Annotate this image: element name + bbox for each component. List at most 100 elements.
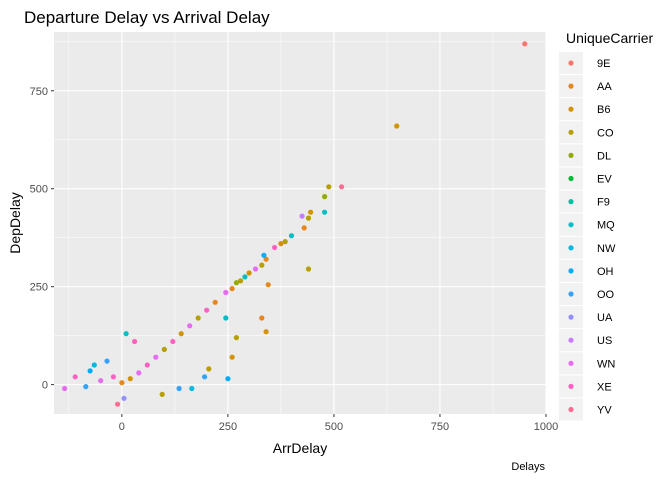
plot-panel [54, 32, 546, 414]
legend-key-us [568, 337, 574, 343]
data-point-mq [242, 274, 248, 280]
data-point-xe [72, 374, 78, 380]
legend-label-f9: F9 [597, 197, 610, 209]
data-point-co [305, 266, 312, 272]
data-point-mq [322, 209, 328, 215]
legend-label-ev: EV [597, 174, 612, 186]
legend-key-oo [568, 291, 574, 297]
data-point-oo [104, 358, 110, 364]
data-point-mq [223, 315, 229, 321]
legend-key-oh [568, 268, 574, 274]
data-point-aa [259, 315, 265, 321]
y-tick-label: 0 [42, 380, 48, 392]
legend-key-co [568, 129, 574, 135]
data-point-co [259, 262, 265, 268]
legend-label-aa: AA [597, 81, 612, 93]
legend-key-b6 [568, 106, 574, 112]
x-axis: 0 250 500 750 1000 [119, 414, 558, 433]
data-point-wn [136, 370, 142, 376]
legend-label-yv: YV [597, 405, 612, 417]
legend-key-f9 [568, 199, 574, 205]
data-point-aa [212, 299, 218, 305]
legend-label-wn: WN [597, 358, 615, 370]
data-point-oh [261, 252, 267, 258]
legend-key-ua [568, 314, 574, 320]
data-point-oh [225, 376, 231, 382]
data-point-b6 [229, 354, 235, 360]
legend: 9E AA B6 CO DL EV F9 MQ NW OH OO UA US WN XE YV [559, 52, 616, 421]
data-point-xe [110, 374, 116, 380]
data-point-mq [288, 233, 295, 239]
data-point-us [299, 213, 305, 219]
legend-label-us: US [597, 335, 612, 347]
x-tick-label: 0 [119, 421, 125, 433]
data-point-b6 [278, 241, 284, 247]
legend-key-ev [568, 175, 574, 182]
legend-label-oh: OH [597, 266, 614, 278]
data-point-wn [98, 378, 104, 384]
x-tick-label: 500 [325, 421, 343, 433]
y-tick-label: 500 [30, 184, 48, 196]
data-point-nw [189, 385, 195, 392]
data-point-aa [301, 225, 307, 231]
data-point-co [161, 346, 167, 352]
data-point-co [305, 215, 312, 221]
data-point-co [195, 315, 201, 321]
data-point-wn [252, 266, 259, 272]
x-tick-label: 1000 [534, 421, 558, 433]
y-axis: 0 250 500 750 [30, 86, 54, 392]
x-tick-label: 250 [219, 421, 237, 433]
data-point-b6 [394, 123, 400, 129]
legend-label-oo: OO [597, 289, 615, 301]
data-point-b6 [178, 331, 184, 337]
data-point-9e [522, 41, 528, 47]
data-point-b6 [263, 329, 269, 335]
y-tick-label: 250 [30, 282, 48, 294]
legend-key-9e [568, 60, 574, 66]
data-point-mq [123, 331, 129, 337]
data-point-b6 [246, 270, 252, 276]
data-point-co [233, 335, 239, 341]
data-point-xe [204, 307, 210, 313]
data-point-co [206, 366, 212, 372]
x-tick-label: 750 [431, 421, 449, 433]
data-point-oo [83, 384, 89, 390]
data-point-xe [170, 338, 176, 345]
data-point-xe [132, 338, 138, 345]
legend-key-nw [568, 245, 574, 251]
grid-minor [54, 32, 546, 414]
y-axis-title: DepDelay [7, 192, 23, 253]
legend-label-9e: 9E [597, 58, 610, 70]
legend-key-xe [568, 383, 574, 389]
data-point-nw [91, 362, 97, 368]
data-point-aa [119, 380, 125, 386]
points-layer [62, 41, 528, 407]
legend-title: UniqueCarrier [566, 30, 653, 46]
legend-key-wn [568, 360, 574, 366]
data-point-wn [223, 289, 229, 296]
legend-key-mq [568, 222, 574, 228]
data-point-dl [233, 280, 239, 286]
legend-label-co: CO [597, 127, 614, 139]
data-point-dl [322, 194, 328, 200]
data-point-co [326, 184, 332, 190]
data-point-b6 [127, 376, 133, 382]
x-axis-title: ArrDelay [273, 440, 327, 456]
data-point-aa [229, 286, 235, 292]
chart-title: Departure Delay vs Arrival Delay [24, 8, 270, 27]
data-point-wn [153, 354, 159, 360]
data-point-co [238, 278, 244, 284]
data-point-wn [187, 323, 193, 329]
legend-label-mq: MQ [597, 220, 615, 232]
legend-key-aa [568, 83, 574, 89]
legend-label-ua: UA [597, 312, 613, 324]
legend-key-yv [568, 406, 574, 413]
legend-label-b6: B6 [597, 104, 610, 116]
legend-label-nw: NW [597, 243, 616, 255]
data-point-co [159, 391, 165, 397]
grid-major [54, 32, 547, 414]
data-point-wn [62, 385, 68, 392]
data-point-yv [115, 401, 121, 407]
data-point-oo [202, 374, 208, 380]
